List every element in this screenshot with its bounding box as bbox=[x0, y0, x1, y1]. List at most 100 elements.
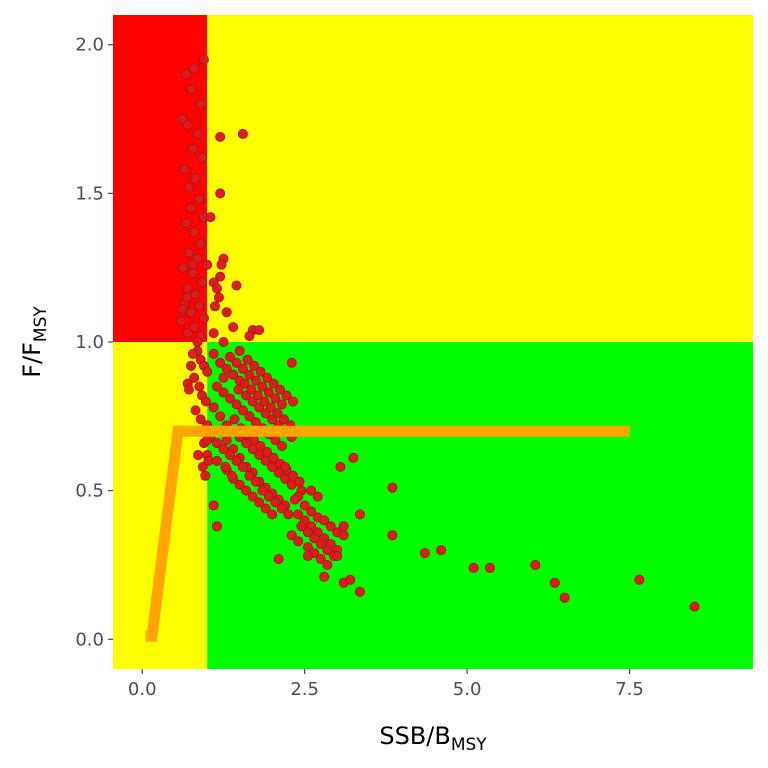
x-tick-label: 5.0 bbox=[453, 679, 482, 700]
data-point bbox=[319, 515, 330, 526]
data-point bbox=[272, 408, 283, 419]
data-point bbox=[224, 351, 235, 362]
data-point bbox=[419, 548, 430, 559]
data-point bbox=[276, 440, 287, 451]
data-point bbox=[189, 372, 200, 383]
zone-sustainable bbox=[207, 342, 753, 669]
data-point bbox=[195, 238, 206, 249]
data-point bbox=[189, 322, 200, 333]
data-point bbox=[274, 384, 285, 395]
data-point bbox=[255, 366, 266, 377]
data-point bbox=[218, 372, 229, 383]
data-point bbox=[261, 372, 272, 383]
data-point bbox=[268, 452, 279, 463]
data-point bbox=[302, 527, 313, 538]
data-point bbox=[296, 521, 307, 532]
data-point bbox=[179, 164, 190, 175]
data-point bbox=[192, 128, 203, 139]
data-point bbox=[231, 455, 242, 466]
data-point bbox=[257, 485, 268, 496]
data-point bbox=[338, 521, 349, 532]
data-point bbox=[237, 363, 248, 374]
data-point bbox=[182, 283, 193, 294]
data-point bbox=[213, 292, 224, 303]
data-point bbox=[205, 212, 216, 223]
y-tick-label: 0.0 bbox=[75, 629, 104, 650]
data-point bbox=[286, 530, 297, 541]
data-point bbox=[203, 455, 214, 466]
data-point bbox=[354, 509, 365, 520]
data-point bbox=[228, 369, 239, 380]
y-axis-title: F/FMSY bbox=[18, 306, 51, 378]
data-point bbox=[202, 259, 213, 270]
data-point bbox=[211, 283, 222, 294]
data-point bbox=[315, 554, 326, 565]
data-point bbox=[270, 497, 281, 508]
data-points bbox=[176, 54, 700, 612]
data-point bbox=[182, 292, 193, 303]
data-point bbox=[286, 357, 297, 368]
data-point bbox=[211, 455, 222, 466]
data-point bbox=[229, 414, 240, 425]
y-tick-label: 1.5 bbox=[75, 183, 104, 204]
y-tick-label: 1.0 bbox=[75, 332, 104, 353]
data-point bbox=[259, 396, 270, 407]
data-point bbox=[306, 506, 317, 517]
data-point bbox=[226, 470, 237, 481]
data-point bbox=[254, 325, 265, 336]
data-point bbox=[247, 491, 258, 502]
x-axis-title-main: SSB/B bbox=[379, 722, 450, 750]
data-point bbox=[332, 551, 343, 562]
zone-overfishing bbox=[207, 15, 753, 342]
x-tick-label: 2.5 bbox=[290, 679, 319, 700]
data-point bbox=[198, 313, 209, 324]
x-axis: 0.0 2.5 5.0 7.5 bbox=[128, 669, 644, 700]
data-point bbox=[194, 381, 205, 392]
data-point bbox=[200, 396, 211, 407]
data-point bbox=[468, 562, 479, 573]
data-point bbox=[183, 384, 194, 395]
data-point bbox=[216, 259, 227, 270]
data-point bbox=[190, 173, 201, 184]
x-tick-label: 0.0 bbox=[128, 679, 157, 700]
data-point bbox=[185, 360, 196, 371]
data-point bbox=[231, 357, 242, 368]
data-point bbox=[322, 545, 333, 556]
data-point bbox=[231, 399, 242, 410]
data-point bbox=[270, 393, 281, 404]
data-point bbox=[306, 485, 317, 496]
data-point bbox=[287, 396, 298, 407]
y-axis: 0.0 0.5 1.0 1.5 2.0 bbox=[75, 35, 113, 650]
data-point bbox=[263, 491, 274, 502]
data-point bbox=[293, 536, 304, 547]
control-rule bbox=[145, 425, 630, 642]
data-point bbox=[289, 494, 300, 505]
data-point bbox=[293, 509, 304, 520]
data-point bbox=[276, 399, 287, 410]
data-point bbox=[185, 84, 196, 95]
data-point bbox=[267, 509, 278, 520]
data-point bbox=[202, 435, 213, 446]
data-point bbox=[634, 574, 645, 585]
data-point bbox=[182, 120, 193, 131]
data-point bbox=[187, 348, 198, 359]
data-point bbox=[231, 280, 242, 291]
data-point bbox=[309, 533, 320, 544]
y-tick-label: 0.5 bbox=[75, 481, 104, 502]
data-point bbox=[319, 571, 330, 582]
data-point bbox=[196, 277, 207, 288]
data-point bbox=[302, 551, 313, 562]
data-point bbox=[345, 574, 356, 585]
data-point bbox=[287, 470, 298, 481]
data-point bbox=[244, 411, 255, 422]
data-point bbox=[312, 491, 323, 502]
data-point bbox=[260, 503, 271, 514]
data-point bbox=[436, 545, 447, 556]
data-point bbox=[294, 476, 305, 487]
data-point bbox=[200, 470, 211, 481]
data-point bbox=[211, 438, 222, 449]
data-point bbox=[187, 268, 198, 279]
data-point bbox=[255, 440, 266, 451]
data-point bbox=[244, 369, 255, 380]
